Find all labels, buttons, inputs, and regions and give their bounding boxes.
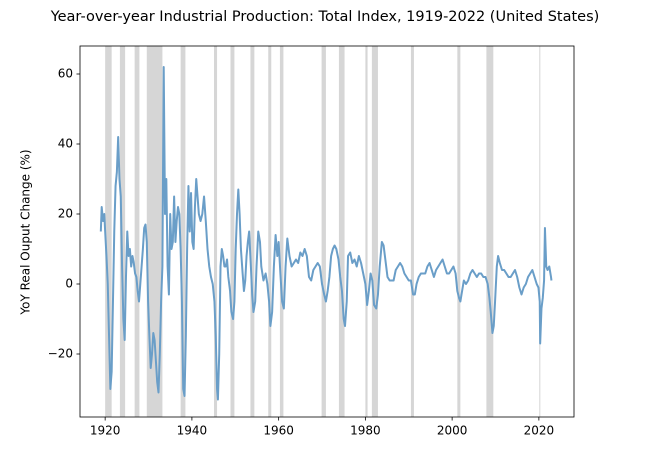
chart-title: Year-over-year Industrial Production: To…: [50, 9, 600, 25]
x-tick-label: 2020: [524, 424, 555, 438]
recession-band: [105, 46, 112, 417]
recession-band: [146, 46, 163, 417]
data-line: [99, 66, 553, 401]
y-tick-label: 0: [65, 277, 73, 291]
recession-band: [365, 46, 368, 417]
x-tick-label: 1980: [350, 424, 381, 438]
plot-frame: [79, 45, 575, 418]
recession-band: [214, 46, 218, 417]
recession-band: [321, 46, 326, 417]
recession-band: [119, 46, 126, 417]
recession-band: [338, 46, 345, 417]
x-tick-label: 1940: [177, 424, 208, 438]
recession-band: [539, 46, 541, 417]
y-tick-label: −20: [48, 347, 73, 361]
y-tick-label: 40: [58, 137, 73, 151]
x-tick-label: 1960: [263, 424, 294, 438]
x-tick-label: 1920: [90, 424, 121, 438]
recession-band: [486, 46, 494, 417]
recession-band: [371, 46, 378, 417]
y-axis-label: YoY Real Ouput Change (%): [19, 149, 33, 315]
recession-band: [410, 46, 414, 417]
y-tick-label: 60: [58, 67, 73, 81]
recession-band: [457, 46, 461, 417]
recession-band: [230, 46, 235, 417]
x-tick-label: 2000: [437, 424, 468, 438]
recession-band: [180, 46, 186, 417]
recession-band: [279, 46, 284, 417]
recession-band: [268, 46, 272, 417]
y-tick-label: 20: [58, 207, 73, 221]
recession-band: [134, 46, 140, 417]
recession-band: [250, 46, 255, 417]
